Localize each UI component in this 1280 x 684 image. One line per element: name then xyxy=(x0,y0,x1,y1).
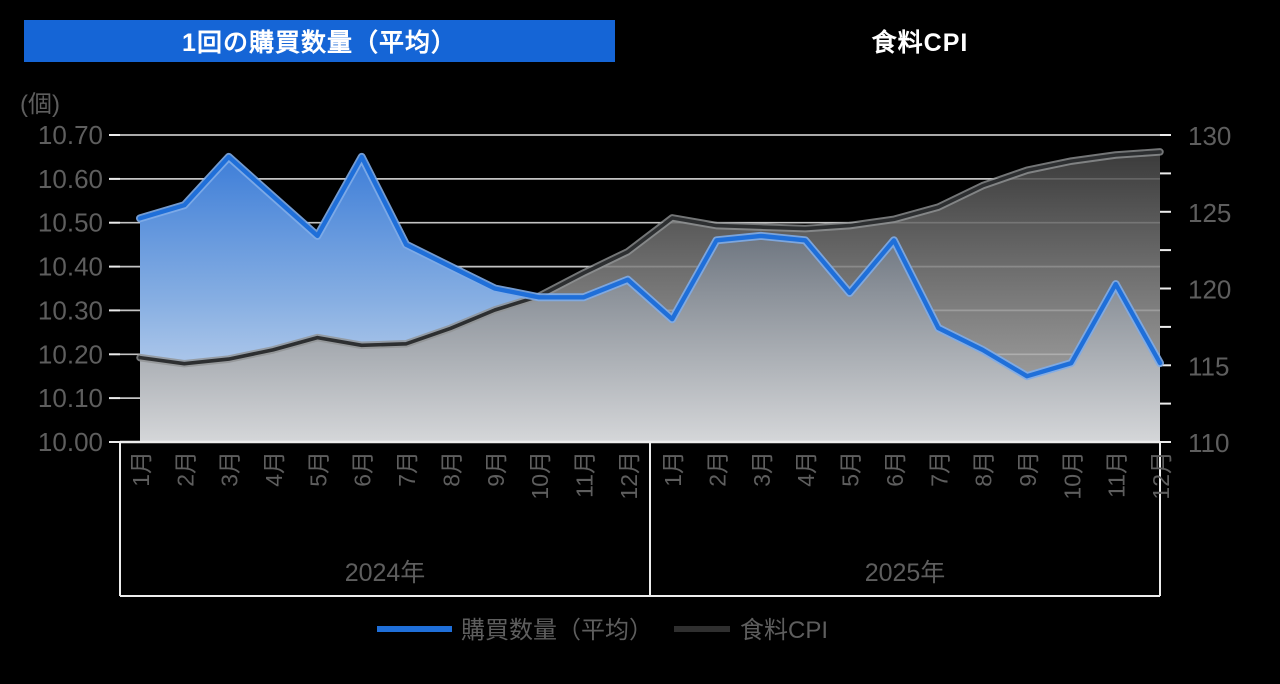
left-axis-label: 10.40 xyxy=(38,252,103,282)
left-axis-label: 10.30 xyxy=(38,295,103,325)
month-label: 4月 xyxy=(793,451,819,487)
cpi-line xyxy=(138,150,1162,366)
left-chart-title: 1回の購買数量（平均） xyxy=(24,20,615,62)
month-label: 12月 xyxy=(1148,451,1174,500)
right-axis-label: 110 xyxy=(1188,428,1229,458)
month-label: 10月 xyxy=(527,451,553,500)
month-label: 8月 xyxy=(438,451,464,487)
month-label: 6月 xyxy=(350,451,376,487)
month-label: 7月 xyxy=(394,451,420,487)
month-label: 2月 xyxy=(172,451,198,487)
legend-label-cpi: 食料CPI xyxy=(740,617,828,644)
month-label: 2月 xyxy=(705,451,731,487)
right-axis-label: 130 xyxy=(1188,121,1231,151)
month-label: 11月 xyxy=(1104,451,1130,498)
left-axis-label: 10.70 xyxy=(38,120,103,150)
year-label: 2025年 xyxy=(865,559,946,587)
left-axis-label: 10.50 xyxy=(38,208,103,238)
left-axis-unit: (個) xyxy=(20,91,60,118)
month-label: 9月 xyxy=(1015,451,1041,487)
month-label: 5月 xyxy=(838,451,864,487)
right-axis-label: 125 xyxy=(1188,198,1231,228)
month-label: 1月 xyxy=(660,451,686,487)
right-chart-title: 食料CPI xyxy=(660,20,1180,62)
month-label: 10月 xyxy=(1059,451,1085,500)
quantity-line xyxy=(137,154,1163,379)
left-chart-title-text: 1回の購買数量（平均） xyxy=(182,29,457,57)
month-label: 11月 xyxy=(572,451,598,498)
month-label: 3月 xyxy=(749,451,775,487)
right-axis-label: 115 xyxy=(1188,351,1229,381)
left-axis-label: 10.10 xyxy=(38,383,103,413)
right-axis-label: 120 xyxy=(1188,275,1231,305)
left-axis-label: 10.60 xyxy=(38,164,103,194)
month-label: 5月 xyxy=(305,451,331,487)
month-label: 3月 xyxy=(217,451,243,487)
month-label: 1月 xyxy=(128,451,154,487)
month-label: 6月 xyxy=(882,451,908,487)
legend-label-quantity: 購買数量（平均） xyxy=(461,617,653,644)
left-axis-label: 10.20 xyxy=(38,339,103,369)
right-chart-title-text: 食料CPI xyxy=(871,29,969,57)
month-label: 7月 xyxy=(926,451,952,487)
month-label: 12月 xyxy=(616,451,642,500)
month-label: 9月 xyxy=(483,451,509,487)
month-label: 8月 xyxy=(971,451,997,487)
year-label: 2024年 xyxy=(345,559,426,587)
month-label: 4月 xyxy=(261,451,287,487)
left-axis-label: 10.00 xyxy=(38,427,103,457)
